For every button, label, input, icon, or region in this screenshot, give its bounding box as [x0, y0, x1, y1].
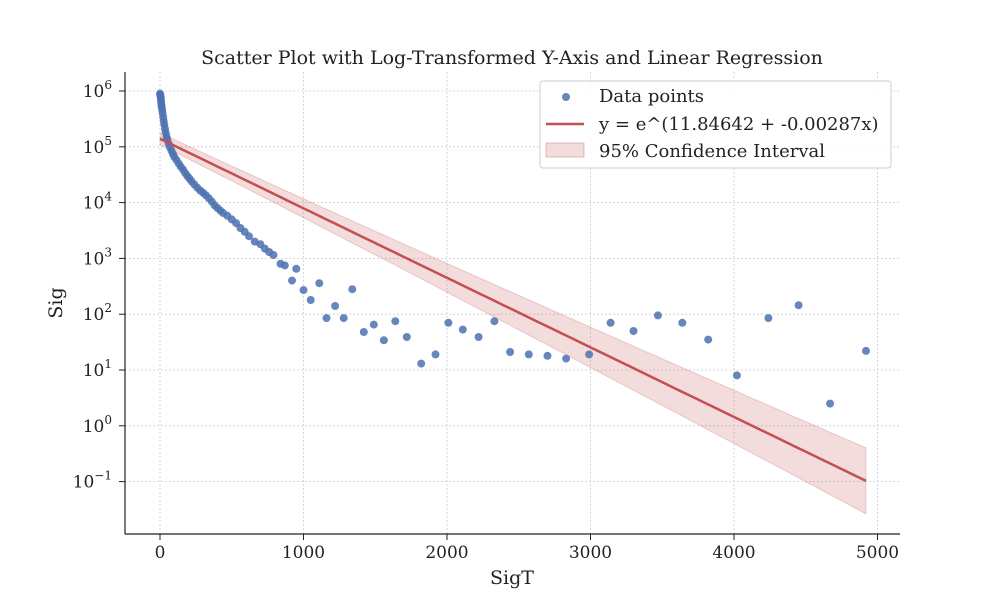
- data-point: [379, 336, 388, 345]
- data-point: [339, 314, 348, 323]
- y-tick-label: 10−1: [73, 469, 112, 493]
- y-tick-label: 105: [83, 134, 112, 158]
- data-point: [402, 333, 411, 341]
- y-ticks: 10−1 100 101 102 103 104 105 106: [73, 78, 125, 493]
- y-tick-label: 103: [83, 245, 112, 269]
- data-point: [794, 301, 803, 310]
- data-point: [458, 325, 467, 334]
- x-tick-label: 5000: [856, 543, 899, 563]
- data-point: [288, 276, 296, 285]
- legend-label-line: y = e^(11.84642 + -0.00287x): [598, 114, 879, 135]
- data-point: [490, 317, 499, 326]
- data-points-layer: [156, 89, 870, 408]
- data-point: [732, 371, 741, 380]
- y-tick-label: 100: [83, 413, 112, 437]
- data-point: [306, 296, 315, 304]
- legend: Data points y = e^(11.84642 + -0.00287x)…: [539, 80, 892, 169]
- data-point: [331, 302, 340, 310]
- x-tick-label: 1000: [282, 543, 325, 563]
- data-point: [322, 314, 331, 323]
- data-point: [562, 354, 571, 363]
- legend-marker-points: [562, 93, 570, 101]
- y-tick-label: 104: [83, 190, 113, 214]
- data-point: [444, 318, 453, 327]
- chart-title: Scatter Plot with Log-Transformed Y-Axis…: [201, 47, 823, 69]
- data-point: [299, 286, 308, 295]
- data-point: [348, 285, 357, 294]
- data-point: [391, 317, 400, 326]
- y-tick-label: 101: [83, 357, 112, 381]
- data-point: [606, 318, 615, 327]
- legend-box: [539, 80, 892, 169]
- fit-line-layer: [159, 137, 867, 483]
- data-point: [431, 350, 440, 359]
- data-point: [315, 279, 324, 288]
- data-point: [280, 261, 289, 270]
- data-point: [292, 264, 301, 273]
- data-point: [653, 311, 662, 320]
- data-point: [629, 327, 638, 335]
- data-point: [862, 346, 870, 355]
- y-tick-label: 106: [83, 78, 112, 102]
- data-point: [678, 318, 687, 327]
- legend-label-band: 95% Confidence Interval: [599, 141, 825, 162]
- data-point: [764, 314, 773, 323]
- data-point: [826, 399, 835, 408]
- data-point: [269, 251, 278, 259]
- data-point: [417, 359, 426, 368]
- data-point: [245, 232, 253, 241]
- x-ticks: 0 1000 2000 3000 4000 5000: [155, 534, 899, 563]
- data-point: [506, 348, 515, 356]
- x-tick-label: 0: [155, 543, 166, 563]
- data-point: [543, 351, 552, 360]
- x-tick-label: 2000: [425, 543, 468, 563]
- data-point: [524, 350, 533, 359]
- x-tick-label: 4000: [712, 543, 755, 563]
- x-axis-label: SigT: [490, 567, 534, 589]
- legend-label-points: Data points: [599, 86, 704, 107]
- legend-marker-band: [545, 142, 585, 158]
- data-point: [474, 333, 483, 341]
- data-point: [704, 335, 713, 344]
- y-axis-label: Sig: [45, 287, 67, 318]
- y-tick-label: 102: [83, 301, 112, 325]
- ci-band-layer: [159, 132, 867, 515]
- data-point: [585, 350, 594, 359]
- fit-line: [159, 137, 867, 483]
- data-point: [369, 320, 378, 329]
- data-point: [359, 328, 368, 336]
- x-tick-label: 3000: [569, 543, 612, 563]
- ci-band: [159, 132, 867, 515]
